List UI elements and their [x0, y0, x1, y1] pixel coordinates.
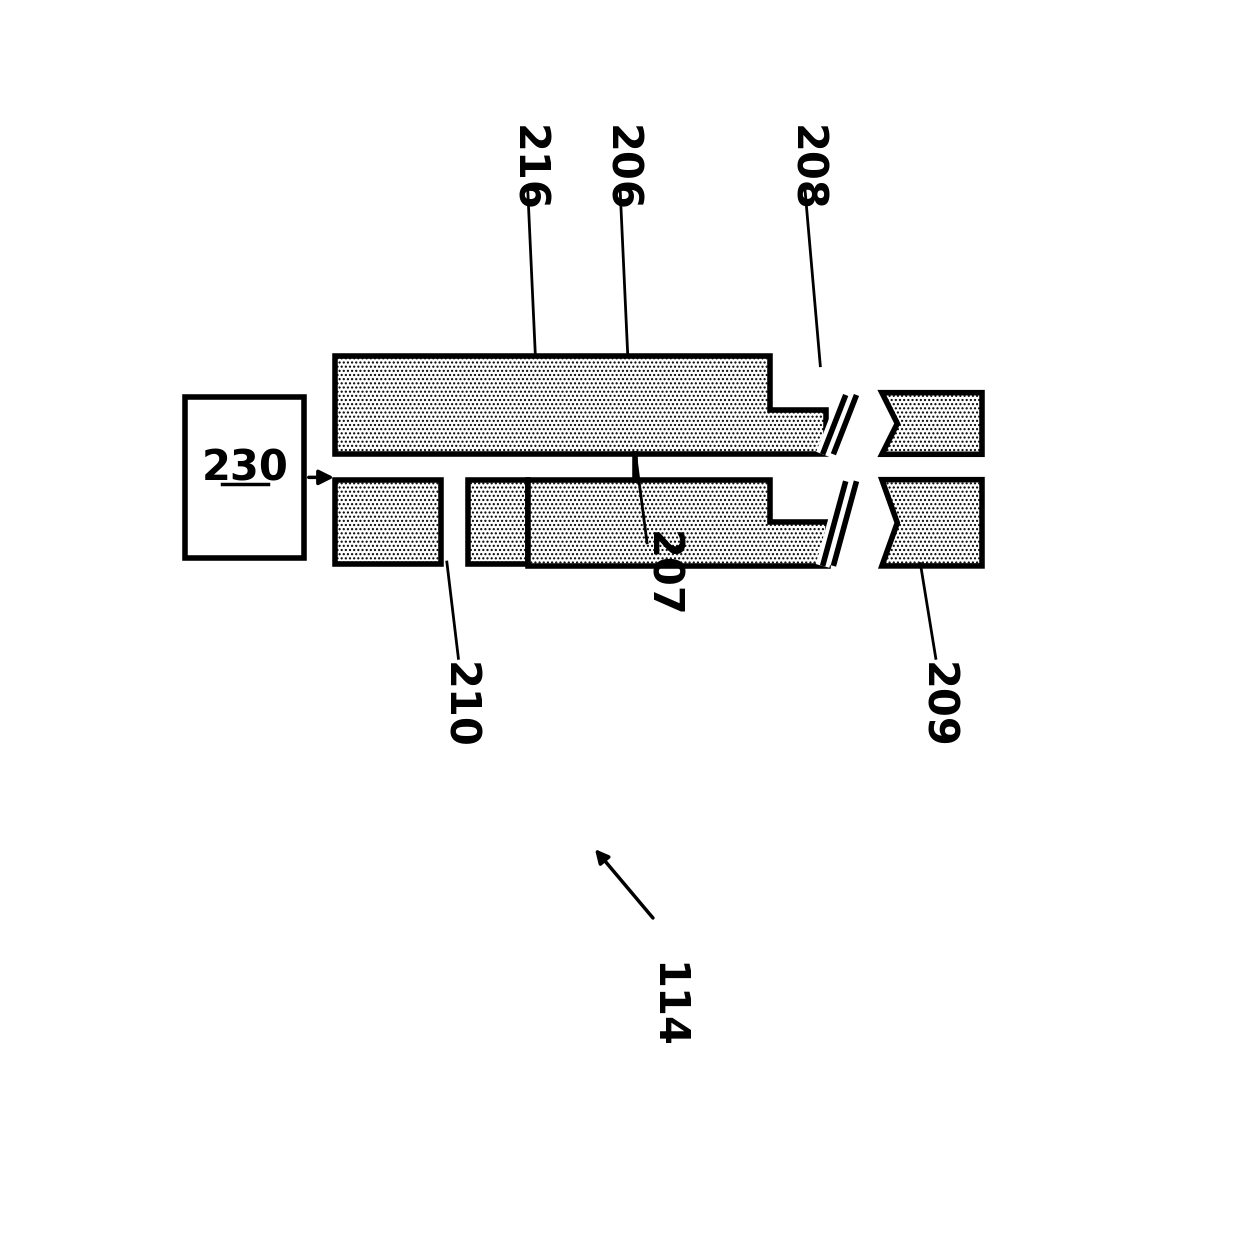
Polygon shape [335, 479, 441, 564]
Text: 207: 207 [640, 532, 682, 618]
Polygon shape [882, 393, 982, 454]
Polygon shape [528, 479, 828, 565]
Polygon shape [882, 479, 982, 565]
Bar [185, 397, 304, 558]
Text: 114: 114 [645, 962, 687, 1050]
Polygon shape [469, 479, 528, 564]
Text: 208: 208 [784, 125, 826, 211]
Text: 209: 209 [915, 662, 957, 749]
Text: 230: 230 [201, 447, 288, 489]
Polygon shape [335, 357, 826, 454]
Text: 216: 216 [507, 125, 548, 211]
Text: 210: 210 [438, 662, 480, 749]
Text: 206: 206 [599, 125, 641, 211]
